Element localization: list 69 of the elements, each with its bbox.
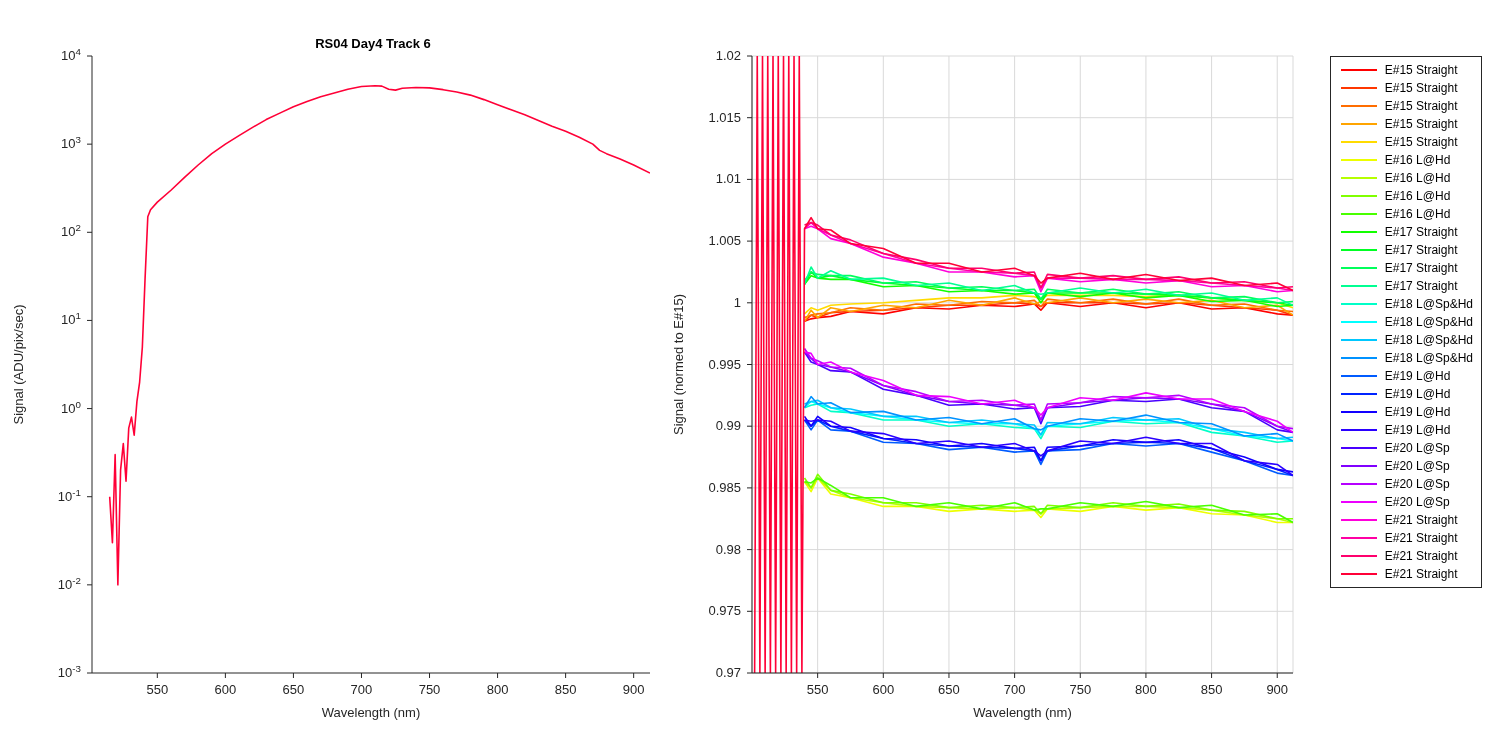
y-tick-label: 10$^{-1}$ [57, 486, 81, 504]
legend-label: E#18 L@Sp&Hd [1384, 351, 1473, 365]
x-tick-label: 650 [938, 682, 960, 697]
legend-label: E#15 Straight [1384, 117, 1458, 131]
legend-label: E#17 Straight [1384, 243, 1458, 257]
y-axis-title: Signal (normed to E#15) [670, 294, 686, 435]
chart-title: RS04 Day4 Track 6 [314, 36, 432, 51]
y-axis-title: Signal (ADU/pix/sec) [10, 304, 26, 425]
y-tick-label: 10$^{0}$ [61, 398, 82, 416]
legend-label: E#16 L@Hd [1384, 171, 1451, 185]
y-tick-label: 0.995 [708, 356, 741, 372]
y-tick-label: 10$^{-2}$ [57, 574, 81, 592]
x-tick-label: 900 [622, 682, 645, 697]
x-tick-label: 700 [1003, 682, 1026, 697]
x-tick-label: 550 [806, 682, 829, 697]
legend-label: E#15 Straight [1384, 135, 1458, 149]
legend-label: E#15 Straight [1384, 63, 1458, 77]
legend-label: E#20 L@Sp [1384, 495, 1450, 509]
legend-label: E#19 L@Hd [1384, 387, 1451, 401]
legend-label: E#21 Straight [1384, 513, 1458, 527]
legend-label: E#19 L@Hd [1384, 369, 1451, 383]
legend-label: E#18 L@Sp&Hd [1384, 333, 1473, 347]
legend-label: E#18 L@Sp&Hd [1384, 315, 1473, 329]
y-tick-label: 1.015 [708, 109, 741, 125]
y-tick-label: 0.985 [708, 479, 741, 495]
y-tick-label: 10$^{4}$ [61, 45, 82, 63]
legend-label: E#15 Straight [1384, 99, 1458, 113]
legend-label: E#19 L@Hd [1384, 423, 1451, 437]
x-tick-label: 750 [1069, 682, 1092, 697]
x-tick-label: 600 [214, 682, 237, 697]
y-tick-label: 10$^{-3}$ [57, 662, 81, 680]
legend-label: E#17 Straight [1384, 225, 1458, 239]
y-tick-label: 1.01 [715, 171, 741, 187]
x-tick-label: 550 [146, 682, 169, 697]
legend-label: E#21 Straight [1384, 549, 1458, 563]
x-tick-label: 800 [486, 682, 509, 697]
x-tick-label: 600 [872, 682, 895, 697]
y-tick-label: 0.97 [715, 665, 741, 680]
legend-label: E#15 Straight [1384, 81, 1458, 95]
legend-label: E#18 L@Sp&Hd [1384, 297, 1473, 311]
legend-label: E#20 L@Sp [1384, 441, 1450, 455]
y-tick-label: 1.005 [708, 233, 741, 249]
y-tick-label: 10$^{3}$ [61, 133, 81, 152]
legend-label: E#17 Straight [1384, 261, 1458, 275]
legend-label: E#21 Straight [1384, 531, 1458, 545]
x-tick-label: 850 [1200, 682, 1223, 697]
x-tick-label: 700 [350, 682, 373, 697]
legend-label: E#20 L@Sp [1384, 459, 1450, 473]
legend-label: E#16 L@Hd [1384, 189, 1451, 203]
x-tick-label: 800 [1135, 682, 1157, 697]
x-axis-title: Wavelength (nm) [321, 705, 421, 720]
legend-label: E#21 Straight [1384, 567, 1458, 581]
y-tick-label: 0.98 [715, 541, 741, 557]
x-axis-title: Wavelength (nm) [973, 705, 1072, 720]
x-tick-label: 900 [1266, 682, 1289, 697]
x-tick-label: 650 [282, 682, 305, 697]
legend-label: E#16 L@Hd [1384, 153, 1451, 167]
y-tick-label: 10$^{2}$ [61, 221, 81, 240]
y-tick-label: 0.975 [708, 603, 741, 619]
y-tick-label: 1.02 [715, 48, 741, 63]
y-tick-label: 1 [733, 294, 741, 310]
y-tick-label: 0.99 [715, 418, 741, 434]
legend-label: E#20 L@Sp [1384, 477, 1450, 491]
legend-label: E#16 L@Hd [1384, 207, 1451, 221]
x-tick-label: 750 [418, 682, 441, 697]
y-tick-label: 10$^{1}$ [61, 309, 81, 328]
legend-label: E#17 Straight [1384, 279, 1458, 293]
x-tick-label: 850 [554, 682, 577, 697]
legend-label: E#19 L@Hd [1384, 405, 1451, 419]
